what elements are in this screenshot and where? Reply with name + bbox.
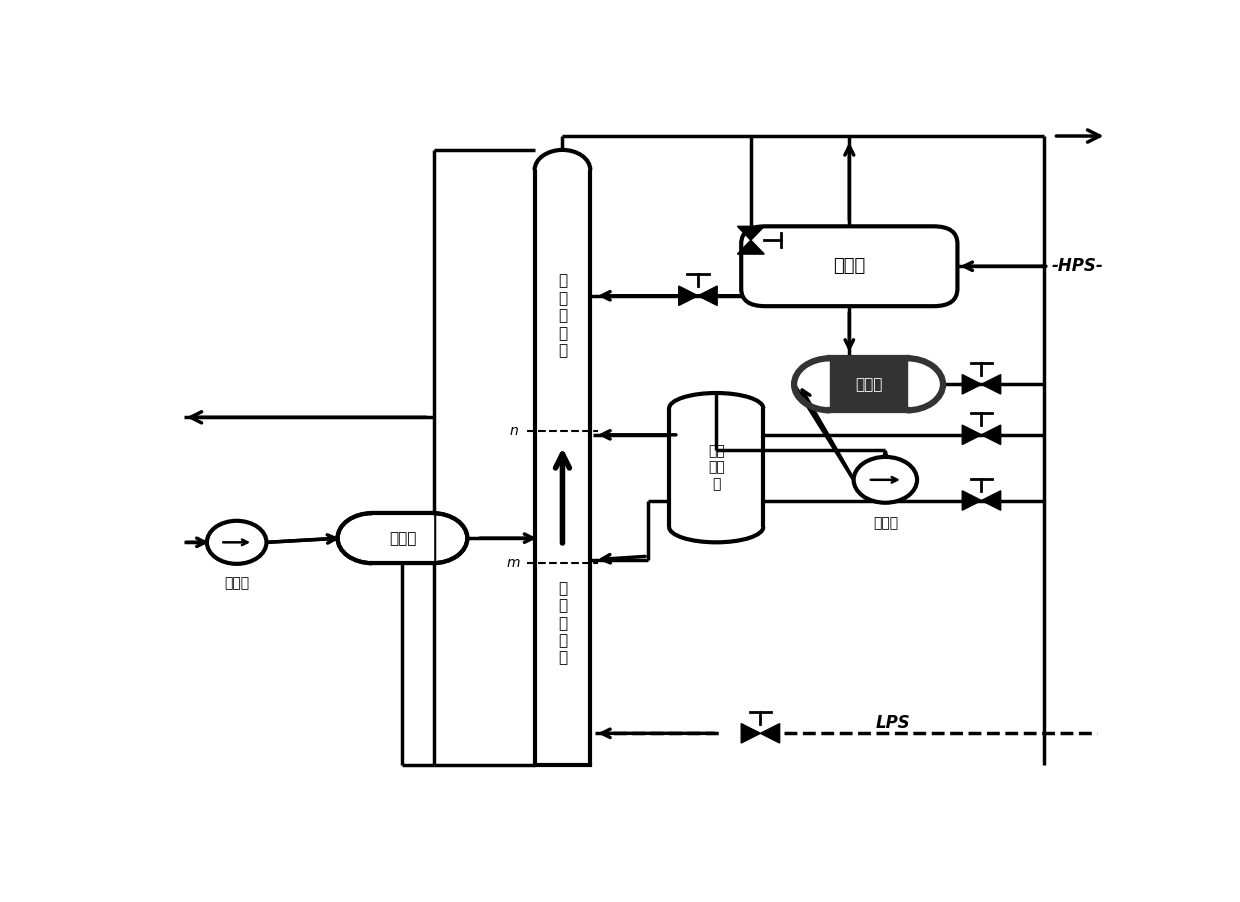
Polygon shape <box>982 491 1001 511</box>
Polygon shape <box>698 286 717 306</box>
Bar <box>830 358 906 410</box>
Polygon shape <box>982 374 1001 394</box>
FancyBboxPatch shape <box>742 226 957 306</box>
Text: LPS: LPS <box>875 714 910 732</box>
Text: 预热器: 预热器 <box>389 530 417 546</box>
Text: 第
一
解
吸
塔: 第 一 解 吸 塔 <box>558 273 567 358</box>
Text: m: m <box>507 557 521 570</box>
Polygon shape <box>982 425 1001 445</box>
Text: n: n <box>510 424 518 438</box>
Polygon shape <box>962 425 982 445</box>
Polygon shape <box>962 491 982 511</box>
Text: -HPS-: -HPS- <box>1052 257 1104 275</box>
Polygon shape <box>738 240 764 254</box>
Polygon shape <box>738 226 764 240</box>
Polygon shape <box>760 723 780 743</box>
Text: 水解器: 水解器 <box>833 257 866 275</box>
Text: 给料泵: 给料泵 <box>224 576 249 591</box>
Circle shape <box>853 457 918 502</box>
Polygon shape <box>742 723 760 743</box>
Text: 第
二
解
吸
塔: 第 二 解 吸 塔 <box>558 581 567 666</box>
Text: 给料泵: 给料泵 <box>873 517 898 530</box>
Polygon shape <box>962 374 982 394</box>
Polygon shape <box>678 286 698 306</box>
Circle shape <box>207 520 267 564</box>
Text: 平衡
蒸馏
器: 平衡 蒸馏 器 <box>708 445 724 491</box>
Text: 预热器: 预热器 <box>854 377 882 391</box>
Bar <box>372 513 433 563</box>
